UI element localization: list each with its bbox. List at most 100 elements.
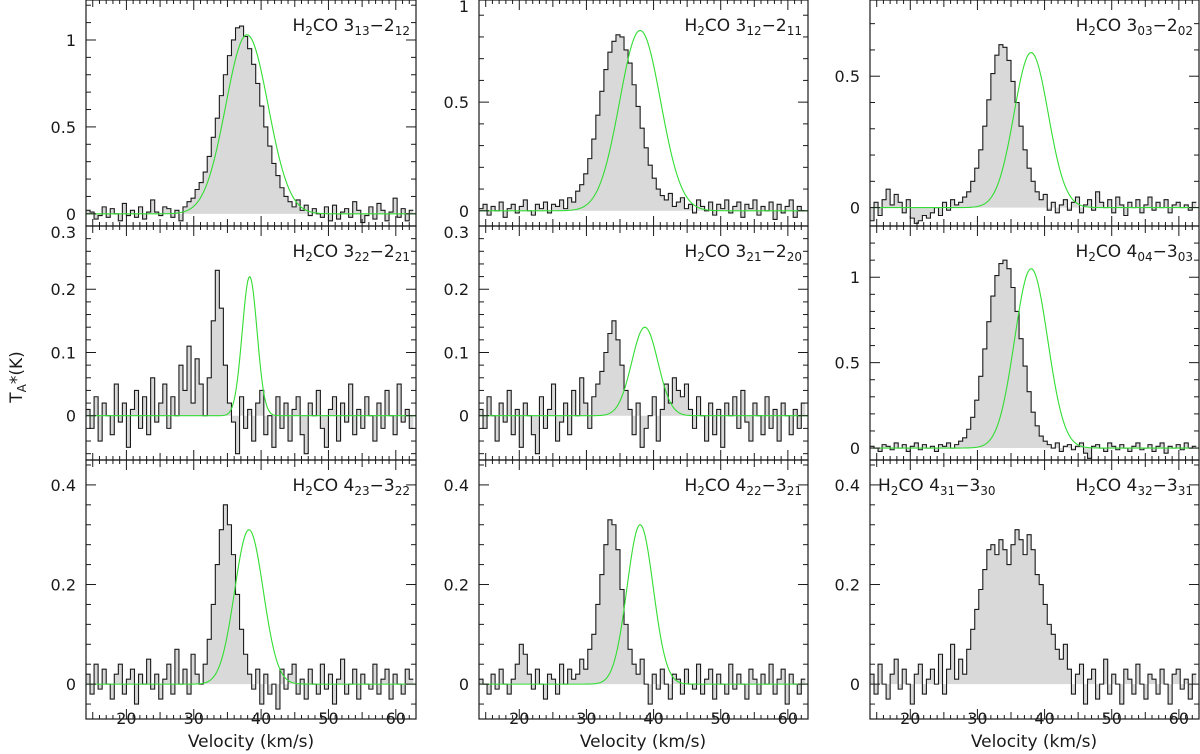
transition-label-s2: 31 <box>940 484 955 498</box>
transition-label-s3: 21 <box>787 484 802 498</box>
transition-label-second-pre: H <box>1075 476 1088 496</box>
spectrum-panel-1: 0 0.5 1 H2CO 313−212 <box>51 0 417 227</box>
transition-label-pre: H <box>292 242 305 262</box>
spectrum-histogram <box>870 44 1197 224</box>
transition-label-pre: H <box>292 476 305 496</box>
transition-label: H2CO 404−303 <box>1075 242 1193 264</box>
transition-label-s2: 22 <box>354 250 369 264</box>
transition-label-s3: 11 <box>787 24 802 38</box>
transition-label: H2CO 423−322 <box>292 476 410 498</box>
y-axis-title-tail: *(K) <box>7 351 27 384</box>
transition-label-s2: 21 <box>746 250 761 264</box>
transition-label-dash: −2 <box>370 242 395 262</box>
spectrum-fill <box>870 44 1197 224</box>
x-tick-label: 50 <box>711 709 731 728</box>
spectrum-fill <box>86 26 414 223</box>
y-tick-label: 0.3 <box>51 223 76 242</box>
x-tick-label: 30 <box>184 709 204 728</box>
transition-label-s3: 21 <box>395 250 410 264</box>
gaussian-fit-curve <box>479 524 808 685</box>
spectrum-histogram <box>86 25 414 224</box>
transition-label-second-s3: 31 <box>1178 484 1193 498</box>
transition-label-pre: H <box>878 476 891 496</box>
gaussian-fit-curve <box>479 326 808 417</box>
transition-label-s1: 2 <box>697 250 705 264</box>
transition-label-s1: 2 <box>697 484 705 498</box>
plot-area <box>479 519 808 705</box>
y-tick-label: 0.5 <box>444 93 469 112</box>
transition-label: H2CO 431−330 <box>878 476 996 498</box>
spectrum-panel-2: 0 0.5 1 H2CO 312−211 <box>444 0 809 227</box>
x-tick-label: 40 <box>251 709 271 728</box>
y-tick-label: 0.2 <box>444 280 469 299</box>
transition-label-s1: 2 <box>1088 250 1096 264</box>
spectrum-fill <box>479 320 806 454</box>
transition-label: H2CO 313−212 <box>292 16 410 38</box>
transition-label-s3: 22 <box>395 484 410 498</box>
transition-label-pre: H <box>684 16 697 36</box>
y-tick-label: 1 <box>66 31 76 50</box>
x-tick-label: 50 <box>318 709 338 728</box>
transition-label-dash: −3 <box>762 476 787 496</box>
plot-area <box>86 504 416 710</box>
x-tick-label: 60 <box>778 709 798 728</box>
x-axis-title-col1: Velocity (km/s) <box>188 732 314 752</box>
transition-label-s1: 2 <box>305 250 313 264</box>
spectrum-panel-6: 0 0.5 1 H2CO 404−303 <box>835 225 1200 461</box>
transition-label-dash: −3 <box>955 476 980 496</box>
transition-label-pre: H <box>1075 16 1088 36</box>
gaussian-fit-curve <box>479 29 808 212</box>
transition-label-s2: 13 <box>354 24 369 38</box>
plot-area <box>86 269 416 455</box>
transition-label: H2CO 312−211 <box>684 16 802 38</box>
plot-area <box>870 259 1199 459</box>
transition-label-s3: 02 <box>1178 24 1193 38</box>
panel-frame <box>85 459 417 720</box>
transition-label-second-s1: 2 <box>1088 484 1096 498</box>
y-axis-title-sub: A <box>15 383 29 392</box>
plot-area <box>870 44 1199 224</box>
transition-label-dash: −3 <box>370 476 395 496</box>
transition-label-pre: H <box>292 16 305 36</box>
transition-label-s2: 04 <box>1137 250 1152 264</box>
spectrum-fill <box>86 504 414 710</box>
x-tick-label: 60 <box>386 709 406 728</box>
spectrum-histogram <box>479 34 806 221</box>
spectrum-fill <box>479 34 806 220</box>
transition-label-s3: 03 <box>1178 250 1193 264</box>
transition-label-s1: 2 <box>305 24 313 38</box>
x-axis-title-col3: Velocity (km/s) <box>971 732 1097 752</box>
plot-area <box>479 320 808 455</box>
y-tick-label: 0.4 <box>51 476 76 495</box>
transition-label-second: H2CO 432−331 <box>1075 476 1193 498</box>
y-tick-label: 0 <box>66 675 76 694</box>
transition-label-mid: CO 3 <box>313 16 354 36</box>
transition-label-mid: CO 3 <box>705 16 746 36</box>
y-tick-label: 0.2 <box>835 576 860 595</box>
transition-label-dash: −2 <box>370 16 395 36</box>
y-axis-title: TA*(K) <box>7 351 29 404</box>
y-tick-label: 0.2 <box>51 576 76 595</box>
x-tick-label: 50 <box>1102 709 1122 728</box>
spectrum-fill <box>479 519 806 705</box>
y-tick-label: 0.4 <box>835 476 860 495</box>
y-tick-label: 0 <box>850 199 860 218</box>
spectrum-histogram <box>870 259 1197 459</box>
transition-label-s2: 23 <box>354 484 369 498</box>
transition-label-pre: H <box>684 476 697 496</box>
y-tick-label: 1 <box>850 268 860 287</box>
y-tick-label: 0.2 <box>444 576 469 595</box>
plot-area <box>479 29 808 221</box>
transition-label-s1: 2 <box>891 484 899 498</box>
x-tick-label: 30 <box>576 709 596 728</box>
x-tick-label: 20 <box>116 709 136 728</box>
spectrum-panel-5: 0 0.1 0.2 0.3 H2CO 321−220 <box>444 223 809 461</box>
transition-label-dash: −2 <box>762 16 787 36</box>
spectrum-histogram <box>479 320 806 455</box>
transition-label-pre: H <box>1075 242 1088 262</box>
spectrum-panel-3: 0 0.5 H2CO 303−202 <box>835 0 1200 227</box>
transition-label-s1: 2 <box>1088 24 1096 38</box>
y-tick-label: 0.1 <box>444 343 469 362</box>
